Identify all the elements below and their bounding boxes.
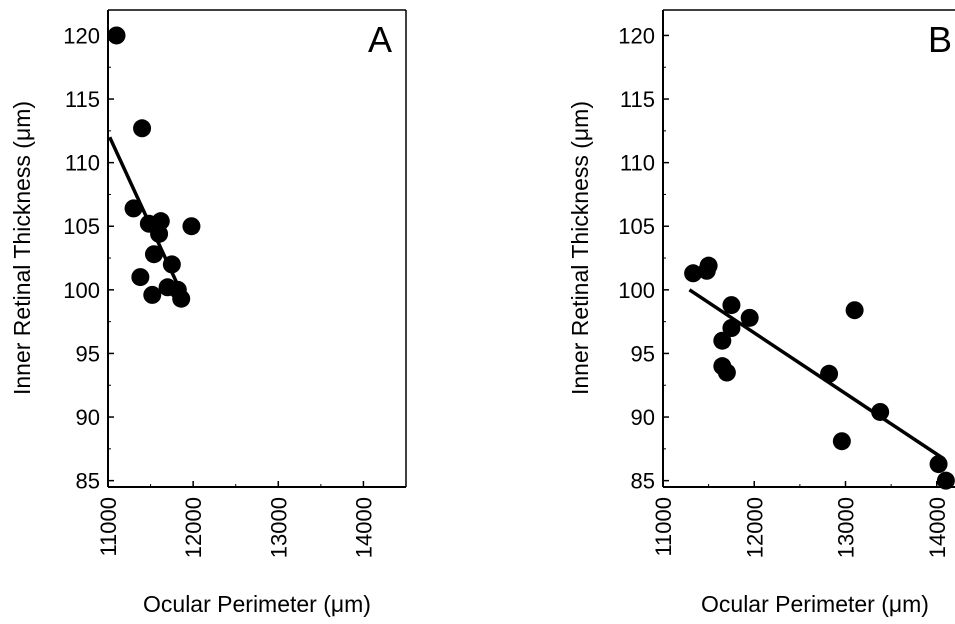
- data-point: [124, 199, 143, 218]
- data-point: [722, 319, 741, 337]
- y-tick-label: 85: [631, 469, 655, 494]
- chart-panel-a: 85 90 95 100 105 110 115 120 11000 12000 13000 1400…: [9, 9, 407, 617]
- y-tick-label: 95: [76, 341, 100, 366]
- data-point: [144, 245, 163, 264]
- y-axis-title: Inner Retinal Thickness (μm): [567, 101, 593, 395]
- x-tick-label: 12000: [742, 497, 767, 558]
- y-tick-label: 90: [76, 405, 100, 430]
- data-point: [820, 364, 839, 383]
- y-tick-label: 105: [618, 214, 655, 239]
- chart-panel-b: 85 90 95 100 105 110 115 120 11000 12000 13000 1400…: [567, 9, 955, 617]
- data-point: [845, 301, 864, 320]
- x-tick-label: 14000: [925, 497, 950, 558]
- data-point: [684, 264, 703, 283]
- data-point: [740, 308, 759, 327]
- y-tick-label: 110: [620, 151, 655, 176]
- y-tick-label: 85: [76, 469, 100, 494]
- y-tick-label: 100: [63, 278, 100, 303]
- y-tick-label: 115: [620, 87, 655, 112]
- y-tick-label: 105: [63, 214, 100, 239]
- data-point: [182, 217, 201, 236]
- data-point: [722, 296, 741, 315]
- y-tick-label: 110: [65, 151, 100, 176]
- x-axis-title: Ocular Perimeter (μm): [701, 591, 929, 617]
- x-tick-label: 11000: [651, 497, 676, 557]
- data-point: [699, 256, 718, 275]
- data-point: [143, 285, 162, 304]
- x-tick-label: 13000: [834, 497, 859, 558]
- x-tick-label: 12000: [181, 497, 206, 558]
- data-point: [150, 224, 169, 243]
- regression-line: [688, 288, 946, 461]
- x-tick-label: 13000: [266, 497, 291, 558]
- x-tick-label: 11000: [96, 497, 121, 557]
- y-axis-title: Inner Retinal Thickness (μm): [9, 101, 35, 395]
- data-point: [832, 432, 851, 451]
- y-tick-label: 120: [63, 23, 100, 48]
- data-point: [107, 26, 126, 45]
- x-axis-title: Ocular Perimeter (μm): [143, 591, 371, 617]
- data-point: [717, 363, 736, 382]
- data-point: [162, 255, 181, 274]
- data-point: [172, 289, 191, 308]
- y-tick-label: 115: [65, 87, 100, 112]
- y-tick-label: 95: [631, 341, 655, 366]
- data-point: [871, 402, 890, 421]
- y-tick-label: 100: [618, 278, 655, 303]
- data-point: [133, 119, 152, 138]
- x-tick-label: 14000: [351, 497, 376, 558]
- data-point: [936, 471, 955, 490]
- y-tick-label: 120: [618, 23, 655, 48]
- data-point: [713, 331, 732, 350]
- panel-label: B: [928, 19, 952, 60]
- panel-label: A: [368, 19, 392, 60]
- data-point: [929, 455, 948, 474]
- y-tick-label: 90: [631, 405, 655, 430]
- data-point: [131, 268, 150, 287]
